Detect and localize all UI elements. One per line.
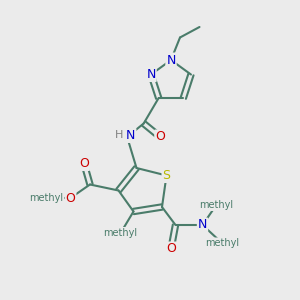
Text: O: O xyxy=(166,242,176,256)
Text: H: H xyxy=(115,130,123,140)
Text: methyl: methyl xyxy=(199,200,233,211)
Text: O: O xyxy=(155,130,165,143)
Text: O: O xyxy=(79,157,89,170)
Text: O: O xyxy=(66,191,75,205)
Text: N: N xyxy=(146,68,156,81)
Text: N: N xyxy=(166,53,176,67)
Text: N: N xyxy=(126,129,135,142)
Text: S: S xyxy=(163,169,170,182)
Text: methyl: methyl xyxy=(205,238,239,248)
Text: methyl: methyl xyxy=(103,227,137,238)
Text: methyl: methyl xyxy=(29,193,64,203)
Text: N: N xyxy=(198,218,207,232)
